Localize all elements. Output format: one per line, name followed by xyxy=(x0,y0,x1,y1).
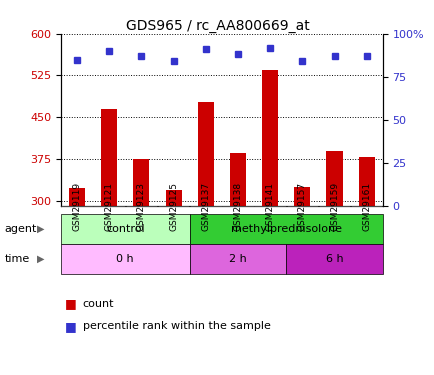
Text: GSM29157: GSM29157 xyxy=(297,182,306,231)
Text: GSM29137: GSM29137 xyxy=(201,182,210,231)
Text: control: control xyxy=(106,224,144,234)
Text: GDS965 / rc_AA800669_at: GDS965 / rc_AA800669_at xyxy=(125,19,309,33)
Text: time: time xyxy=(4,254,30,264)
Bar xyxy=(326,151,342,206)
Text: 6 h: 6 h xyxy=(325,254,342,264)
Bar xyxy=(61,214,189,244)
Bar xyxy=(286,244,382,274)
Bar xyxy=(165,189,181,206)
Text: GSM29159: GSM29159 xyxy=(329,182,338,231)
Text: GSM29138: GSM29138 xyxy=(233,182,242,231)
Bar xyxy=(262,70,278,206)
Bar xyxy=(189,244,286,274)
Text: ▶: ▶ xyxy=(37,224,44,234)
Text: 0 h: 0 h xyxy=(116,254,134,264)
Bar xyxy=(230,153,246,206)
Text: ▶: ▶ xyxy=(37,254,44,264)
Bar xyxy=(197,102,214,206)
Text: GSM29161: GSM29161 xyxy=(362,182,370,231)
Text: percentile rank within the sample: percentile rank within the sample xyxy=(82,321,270,331)
Text: GSM29125: GSM29125 xyxy=(169,182,178,231)
Text: GSM29119: GSM29119 xyxy=(72,182,81,231)
Bar xyxy=(61,244,189,274)
Text: 2 h: 2 h xyxy=(229,254,246,264)
Text: GSM29121: GSM29121 xyxy=(105,182,113,231)
Text: ■: ■ xyxy=(65,297,77,310)
Text: count: count xyxy=(82,299,114,309)
Bar xyxy=(189,214,382,244)
Text: GSM29123: GSM29123 xyxy=(137,182,145,231)
Text: GSM29141: GSM29141 xyxy=(265,182,274,231)
Bar xyxy=(101,109,117,206)
Bar xyxy=(358,157,374,206)
Bar xyxy=(133,159,149,206)
Bar xyxy=(294,187,310,206)
Bar xyxy=(69,189,85,206)
Text: methylprednisolone: methylprednisolone xyxy=(230,224,341,234)
Text: ■: ■ xyxy=(65,320,77,333)
Text: agent: agent xyxy=(4,224,36,234)
